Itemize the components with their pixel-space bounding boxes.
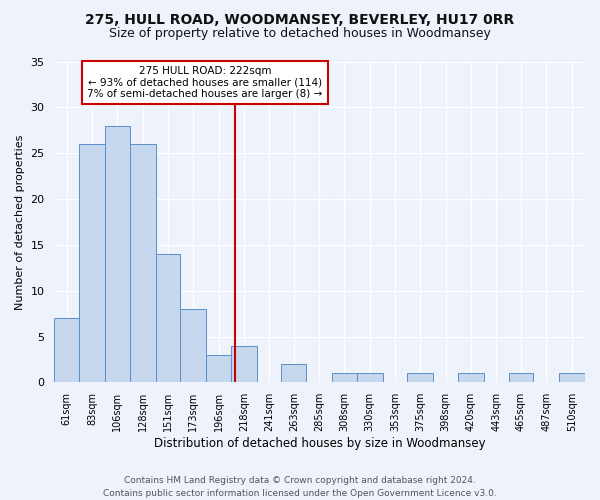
Bar bbox=[55, 318, 79, 382]
Bar bbox=[231, 346, 257, 383]
Bar bbox=[407, 373, 433, 382]
Bar bbox=[155, 254, 181, 382]
Bar bbox=[458, 373, 484, 382]
Text: Contains HM Land Registry data © Crown copyright and database right 2024.
Contai: Contains HM Land Registry data © Crown c… bbox=[103, 476, 497, 498]
Bar bbox=[105, 126, 130, 382]
Bar bbox=[130, 144, 155, 382]
Bar bbox=[181, 309, 206, 382]
Bar bbox=[559, 373, 585, 382]
Bar bbox=[332, 373, 357, 382]
X-axis label: Distribution of detached houses by size in Woodmansey: Distribution of detached houses by size … bbox=[154, 437, 485, 450]
Bar bbox=[281, 364, 306, 382]
Bar bbox=[509, 373, 533, 382]
Y-axis label: Number of detached properties: Number of detached properties bbox=[15, 134, 25, 310]
Text: 275, HULL ROAD, WOODMANSEY, BEVERLEY, HU17 0RR: 275, HULL ROAD, WOODMANSEY, BEVERLEY, HU… bbox=[85, 12, 515, 26]
Bar bbox=[206, 355, 231, 382]
Bar bbox=[357, 373, 383, 382]
Text: 275 HULL ROAD: 222sqm
← 93% of detached houses are smaller (114)
7% of semi-deta: 275 HULL ROAD: 222sqm ← 93% of detached … bbox=[88, 66, 323, 100]
Bar bbox=[79, 144, 105, 382]
Text: Size of property relative to detached houses in Woodmansey: Size of property relative to detached ho… bbox=[109, 28, 491, 40]
